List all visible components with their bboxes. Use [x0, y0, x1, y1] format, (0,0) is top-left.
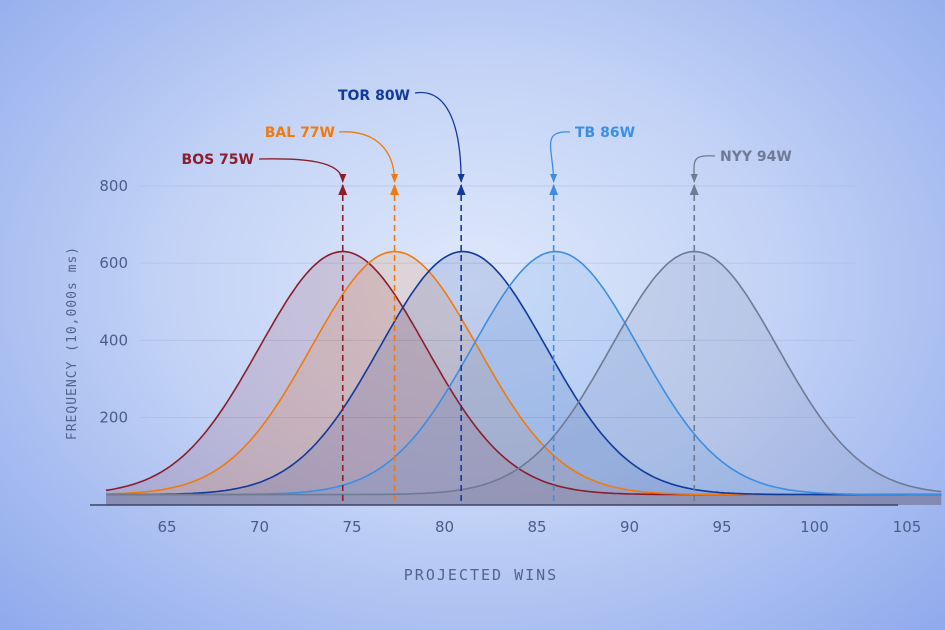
y-tick-label: 200: [99, 408, 128, 426]
label-nyy: NYY 94W: [720, 149, 792, 165]
line-tor: [106, 250, 942, 496]
y-tick-label: 400: [99, 331, 128, 349]
series-areas: [106, 251, 942, 505]
x-axis-title: PROJECTED WINS: [404, 566, 558, 584]
gridlines: [140, 185, 855, 418]
y-tick-label: 800: [99, 177, 128, 195]
series-lines: [105, 250, 942, 496]
leader-tor: [414, 91, 465, 183]
label-bal: BAL 77W: [265, 125, 335, 141]
line-nyy: [106, 250, 942, 496]
y-axis-title: FREQUENCY (10,000s ms): [65, 246, 80, 440]
x-tick-label: 100: [800, 518, 829, 536]
annotations: BOS 75W BAL 77W TOR 80W TB 86W NYY 94W: [182, 88, 792, 183]
leader-bos: [258, 158, 347, 183]
x-tick-label: 95: [712, 518, 731, 536]
leader-bal: [338, 131, 399, 183]
leader-tb: [549, 131, 571, 183]
y-tick-label: 600: [99, 254, 128, 272]
x-tick-label: 75: [342, 518, 361, 536]
x-tick-label: 85: [527, 518, 546, 536]
area-bal: [106, 251, 942, 505]
x-tick-label: 70: [250, 518, 269, 536]
y-tick-labels: 200 400 600 800: [99, 177, 128, 426]
mean-markers: [338, 183, 699, 505]
area-bos: [106, 251, 942, 505]
x-tick-label: 65: [157, 518, 176, 536]
x-tick-labels: 65 70 75 80 85 90 95 100 105: [157, 518, 921, 536]
x-tick-label: 90: [620, 518, 639, 536]
label-bos: BOS 75W: [182, 152, 254, 168]
x-tick-label: 80: [435, 518, 454, 536]
area-nyy: [106, 251, 942, 505]
x-tick-label: 105: [893, 518, 922, 536]
label-tor: TOR 80W: [338, 88, 410, 104]
label-tb: TB 86W: [575, 125, 635, 141]
leader-nyy: [690, 155, 716, 183]
area-tb: [106, 251, 942, 505]
area-tor: [106, 251, 942, 505]
